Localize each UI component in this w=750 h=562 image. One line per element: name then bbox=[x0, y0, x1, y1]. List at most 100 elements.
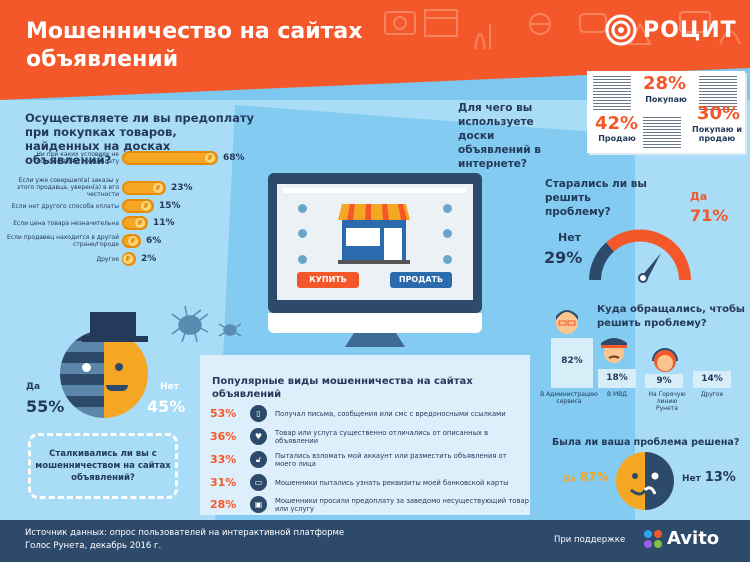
decorative-icons-pattern bbox=[384, 9, 741, 50]
bar-11 bbox=[122, 216, 148, 230]
tried-yes-value: 71% bbox=[690, 206, 729, 225]
fraud-text: Мошенники пытались узнать реквизиты моей… bbox=[275, 478, 509, 487]
encountered-no-label: Нет bbox=[160, 382, 179, 392]
bar-row: Если нет другого способа оплаты 15% bbox=[0, 199, 260, 213]
sell-button[interactable]: ПРОДАТЬ bbox=[390, 272, 452, 288]
bar-value: 6% bbox=[146, 236, 162, 246]
face-features-icon bbox=[630, 472, 659, 496]
usage-question: Для чего вы используете доски объявлений… bbox=[458, 102, 541, 170]
bar-label: Если цена товара незначительна bbox=[13, 219, 119, 227]
newspaper-text-lines bbox=[699, 76, 737, 112]
admin-avatar-icon bbox=[556, 310, 578, 334]
solved-yes-value: 87% bbox=[579, 470, 609, 484]
fraud-text: Мошенники просили предоплату за заведомо… bbox=[275, 496, 529, 513]
admin-label: В Администрацию сервиса bbox=[540, 391, 598, 405]
unlocked-padlock-icon: 🔓︎ bbox=[250, 451, 267, 468]
phone-icon: ▯ bbox=[250, 405, 267, 422]
fraud-text: Товар или услуга существенно отличались … bbox=[275, 428, 489, 445]
screen-dot bbox=[298, 255, 307, 264]
shopping-bag-icon: ▣ bbox=[250, 496, 267, 513]
both-label: Покупаю и продаю bbox=[692, 125, 742, 143]
hotline-bar: 9% bbox=[645, 374, 683, 388]
credit-card-icon: ▭ bbox=[250, 474, 267, 491]
thief-face-chart bbox=[60, 330, 148, 418]
newspaper-text-lines bbox=[643, 117, 681, 149]
bar-row: Если цена товара незначительна 11% bbox=[0, 216, 260, 230]
bar-label: Если нет другого способа оплаты bbox=[11, 202, 119, 210]
bar-value: 23% bbox=[171, 182, 193, 193]
tried-solve-question: Старались ли вы решить проблему? bbox=[545, 178, 647, 218]
solved-no-value: 13% bbox=[704, 470, 736, 485]
screen-dot bbox=[298, 229, 307, 238]
rocit-logo: РОЦИТ bbox=[605, 14, 737, 46]
both-value: 30% bbox=[697, 103, 741, 124]
screen-dot bbox=[298, 204, 307, 213]
fraud-text: Пытались взломать мой аккаунт или размес… bbox=[275, 451, 507, 468]
storefront-icon bbox=[338, 204, 410, 264]
newspaper-text-lines bbox=[593, 76, 631, 112]
thief-orange-half bbox=[104, 330, 148, 418]
bar-label: Если уже совершил(а) заказы у этого прод… bbox=[17, 177, 119, 198]
other-bar: 14% bbox=[693, 371, 731, 388]
support-label: При поддержке bbox=[554, 535, 626, 545]
sell-label: Продаю bbox=[598, 134, 636, 143]
police-avatar-icon bbox=[601, 338, 627, 363]
rocit-logo-text: РОЦИТ bbox=[643, 17, 737, 43]
broken-heart-icon: ♥ bbox=[250, 428, 267, 445]
bar-value: 68% bbox=[223, 153, 245, 163]
bar-label: Другое bbox=[96, 255, 119, 263]
admin-bar: 82% bbox=[551, 338, 593, 388]
where-turned-question: Куда обращались, чтобы решить проблему? bbox=[597, 304, 745, 329]
screen-dot bbox=[443, 255, 452, 264]
fraud-pct: 36% bbox=[210, 430, 237, 443]
gauge-chart bbox=[589, 229, 691, 283]
encountered-question-box: Сталкивались ли вы с мошенничеством на с… bbox=[28, 433, 178, 499]
thief-striped-half bbox=[60, 330, 104, 418]
monitor-stand bbox=[345, 333, 405, 347]
police-label: В МВД bbox=[606, 391, 627, 398]
screen-dot bbox=[443, 229, 452, 238]
top-hat-brim bbox=[82, 336, 148, 342]
bar-row: Если продавец находится в другой стране/… bbox=[0, 234, 260, 248]
screen-dot bbox=[443, 204, 452, 213]
fraud-row: 53% ▯ Получал письма, сообщения или смс … bbox=[210, 405, 530, 422]
target-icon bbox=[605, 14, 637, 46]
tried-yes-label: Да bbox=[690, 190, 708, 203]
fraud-pct: 53% bbox=[210, 407, 237, 420]
encountered-yes-value: 55% bbox=[26, 397, 65, 416]
avito-logo-text: Avito bbox=[667, 528, 720, 549]
newspaper-graphic: 28% Покупаю 42% Продаю 30% Покупаю и про… bbox=[587, 71, 745, 153]
prepayment-question: Осуществляете ли вы предоплату при покуп… bbox=[25, 111, 255, 167]
other-label: Другое bbox=[700, 391, 724, 398]
fraud-row: 28% ▣ Мошенники просили предоплату за за… bbox=[210, 496, 530, 513]
avito-logo: Avito bbox=[644, 528, 719, 549]
fraud-row: 33% 🔓︎ Пытались взломать мой аккаунт или… bbox=[210, 451, 530, 468]
bar-row: Если уже совершил(а) заказы у этого прод… bbox=[0, 177, 260, 198]
bar-68 bbox=[122, 151, 218, 165]
solved-no: Нет 13% bbox=[682, 470, 736, 485]
gauge-needle bbox=[641, 253, 661, 280]
solved-no-label: Нет bbox=[682, 474, 701, 484]
buy-value: 28% bbox=[643, 73, 687, 94]
bar-row: Ни при каких условиях не осуществляю пре… bbox=[0, 151, 260, 165]
thief-eye-left bbox=[82, 363, 91, 372]
bar-2 bbox=[122, 252, 136, 266]
hotline-operator-icon bbox=[652, 348, 678, 372]
police-bar: 18% bbox=[598, 369, 636, 388]
bar-23 bbox=[122, 180, 166, 195]
bar-label: Ни при каких условиях не осуществляю пре… bbox=[36, 151, 119, 165]
top-hat-icon bbox=[90, 312, 136, 336]
bar-value: 2% bbox=[141, 254, 157, 264]
bar-value: 15% bbox=[159, 201, 181, 211]
bar-6 bbox=[122, 234, 141, 248]
encountered-question: Сталкивались ли вы с мошенничеством на с… bbox=[35, 449, 171, 483]
bar-label: Если продавец находится в другой стране/… bbox=[6, 234, 119, 248]
buy-button[interactable]: КУПИТЬ bbox=[297, 272, 359, 288]
bar-15 bbox=[122, 199, 154, 213]
data-source: Источник данных: опрос пользователей на … bbox=[25, 528, 345, 551]
fraud-pct: 33% bbox=[210, 453, 237, 466]
encountered-no-value: 45% bbox=[147, 397, 186, 416]
sell-value: 42% bbox=[595, 113, 639, 134]
fraud-text: Получал письма, сообщения или смс с вред… bbox=[275, 409, 506, 418]
solved-yes: Да 87% bbox=[563, 470, 608, 484]
